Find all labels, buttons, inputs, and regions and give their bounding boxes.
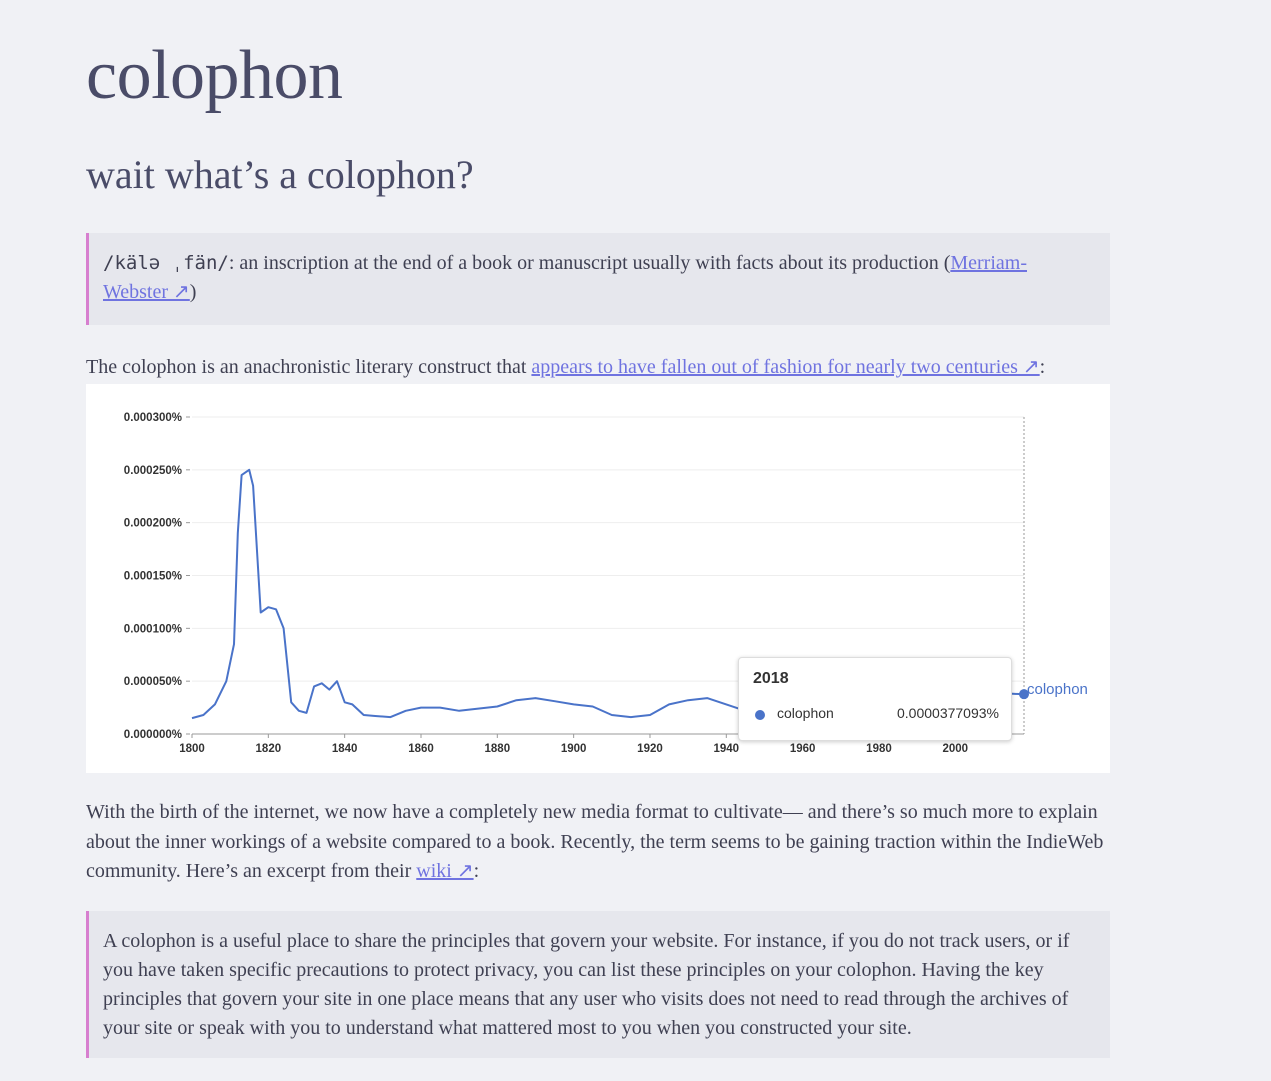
x-tick-label: 1820	[256, 743, 282, 755]
x-tick-label: 1980	[866, 743, 892, 755]
y-tick-label: 0.000300%	[124, 412, 182, 424]
y-tick-label: 0.000250%	[124, 465, 182, 477]
body-paragraph: With the birth of the internet, we now h…	[86, 798, 1110, 887]
intro-text: The colophon is an anachronistic literar…	[86, 356, 532, 378]
excerpt-text: A colophon is a useful place to share th…	[103, 930, 1070, 1039]
wiki-link[interactable]: wiki ↗	[416, 860, 474, 882]
y-tick-label: 0.000100%	[124, 623, 182, 635]
definition-text: : an inscription at the end of a book or…	[228, 252, 951, 274]
merriam-webster-link[interactable]: Merriam-Webster ↗	[103, 252, 1027, 303]
excerpt-blockquote: A colophon is a useful place to share th…	[86, 911, 1110, 1058]
x-tick-label: 1840	[332, 743, 358, 755]
y-tick-label: 0.000200%	[124, 518, 182, 530]
y-tick-label: 0.000050%	[124, 676, 182, 688]
x-tick-label: 1900	[561, 743, 587, 755]
definition-tail: )	[189, 281, 197, 303]
x-tick-label: 1940	[714, 743, 740, 755]
intro-paragraph: The colophon is an anachronistic literar…	[86, 353, 1110, 382]
tooltip-series-name: colophon	[777, 705, 834, 721]
body-text: With the birth of the internet, we now h…	[86, 801, 1104, 882]
definition-blockquote: /kälə ˌfän/: an inscription at the end o…	[86, 233, 1110, 325]
y-tick-label: 0.000150%	[124, 571, 182, 583]
tooltip-series-value: 0.0000377093%	[897, 705, 999, 721]
x-tick-label: 1960	[790, 743, 816, 755]
x-tick-label: 1800	[179, 743, 205, 755]
x-tick-label: 1920	[637, 743, 663, 755]
chart-tooltip: 2018 colophon 0.0000377093%	[738, 657, 1012, 741]
tooltip-year: 2018	[753, 670, 789, 687]
page-title: colophon	[86, 37, 343, 114]
x-tick-label: 1860	[408, 743, 434, 755]
series-end-point	[1019, 689, 1029, 700]
body-tail: :	[473, 860, 480, 882]
x-tick-label: 2000	[943, 743, 969, 755]
y-tick-label: 0.000000%	[124, 729, 182, 741]
ngram-link[interactable]: appears to have fallen out of fashion fo…	[531, 356, 1040, 378]
x-tick-label: 1880	[485, 743, 511, 755]
pronunciation: /kälə ˌfän/	[103, 252, 229, 274]
intro-tail: :	[1039, 356, 1046, 378]
series-end-label[interactable]: colophon	[1027, 681, 1088, 698]
ngram-chart[interactable]: 0.000000% 0.000050% 0.000100% 0.000150% 0.00…	[86, 384, 1110, 773]
tooltip-series-dot	[755, 710, 765, 720]
page-subtitle: wait what’s a colophon?	[86, 152, 474, 197]
